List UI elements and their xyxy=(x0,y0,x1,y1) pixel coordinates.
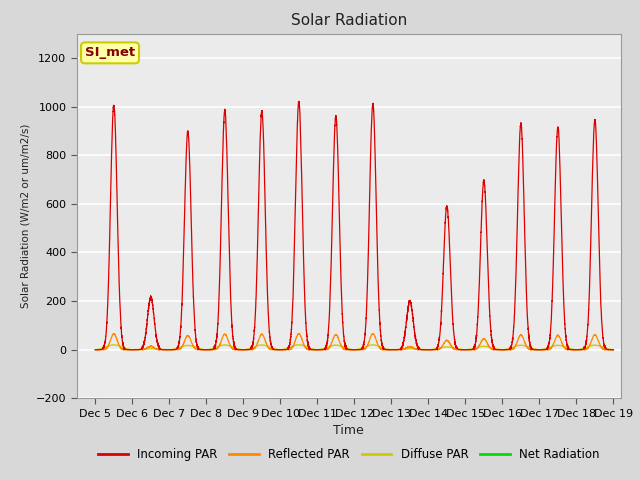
Y-axis label: Solar Radiation (W/m2 or um/m2/s): Solar Radiation (W/m2 or um/m2/s) xyxy=(20,124,30,308)
Text: SI_met: SI_met xyxy=(85,47,135,60)
Legend: Incoming PAR, Reflected PAR, Diffuse PAR, Net Radiation: Incoming PAR, Reflected PAR, Diffuse PAR… xyxy=(93,443,604,466)
X-axis label: Time: Time xyxy=(333,424,364,437)
Title: Solar Radiation: Solar Radiation xyxy=(291,13,407,28)
